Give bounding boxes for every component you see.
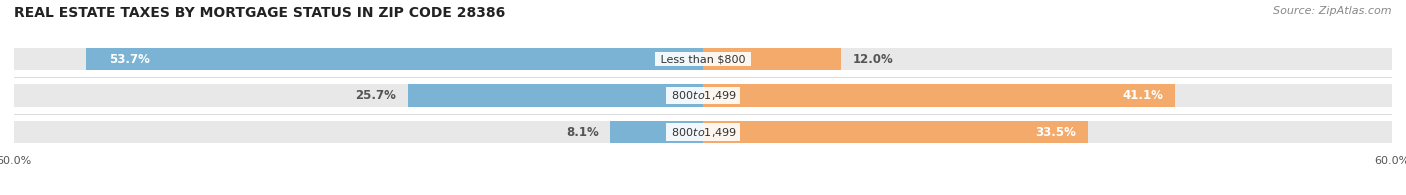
Text: 41.1%: 41.1% <box>1122 89 1163 102</box>
Text: 12.0%: 12.0% <box>852 53 893 66</box>
Bar <box>703 121 1088 143</box>
Bar <box>14 121 1392 143</box>
Text: Source: ZipAtlas.com: Source: ZipAtlas.com <box>1274 6 1392 16</box>
Bar <box>86 48 703 70</box>
Text: $800 to $1,499: $800 to $1,499 <box>668 126 738 138</box>
Bar <box>703 84 1175 107</box>
Text: Less than $800: Less than $800 <box>657 54 749 64</box>
Text: REAL ESTATE TAXES BY MORTGAGE STATUS IN ZIP CODE 28386: REAL ESTATE TAXES BY MORTGAGE STATUS IN … <box>14 6 505 20</box>
Bar <box>14 48 1392 70</box>
Text: 53.7%: 53.7% <box>110 53 150 66</box>
Text: 8.1%: 8.1% <box>565 126 599 138</box>
Text: $800 to $1,499: $800 to $1,499 <box>668 89 738 102</box>
Bar <box>408 84 703 107</box>
Bar <box>14 84 1392 107</box>
Bar <box>610 121 703 143</box>
Bar <box>703 48 841 70</box>
Text: 33.5%: 33.5% <box>1035 126 1076 138</box>
Text: 25.7%: 25.7% <box>356 89 396 102</box>
